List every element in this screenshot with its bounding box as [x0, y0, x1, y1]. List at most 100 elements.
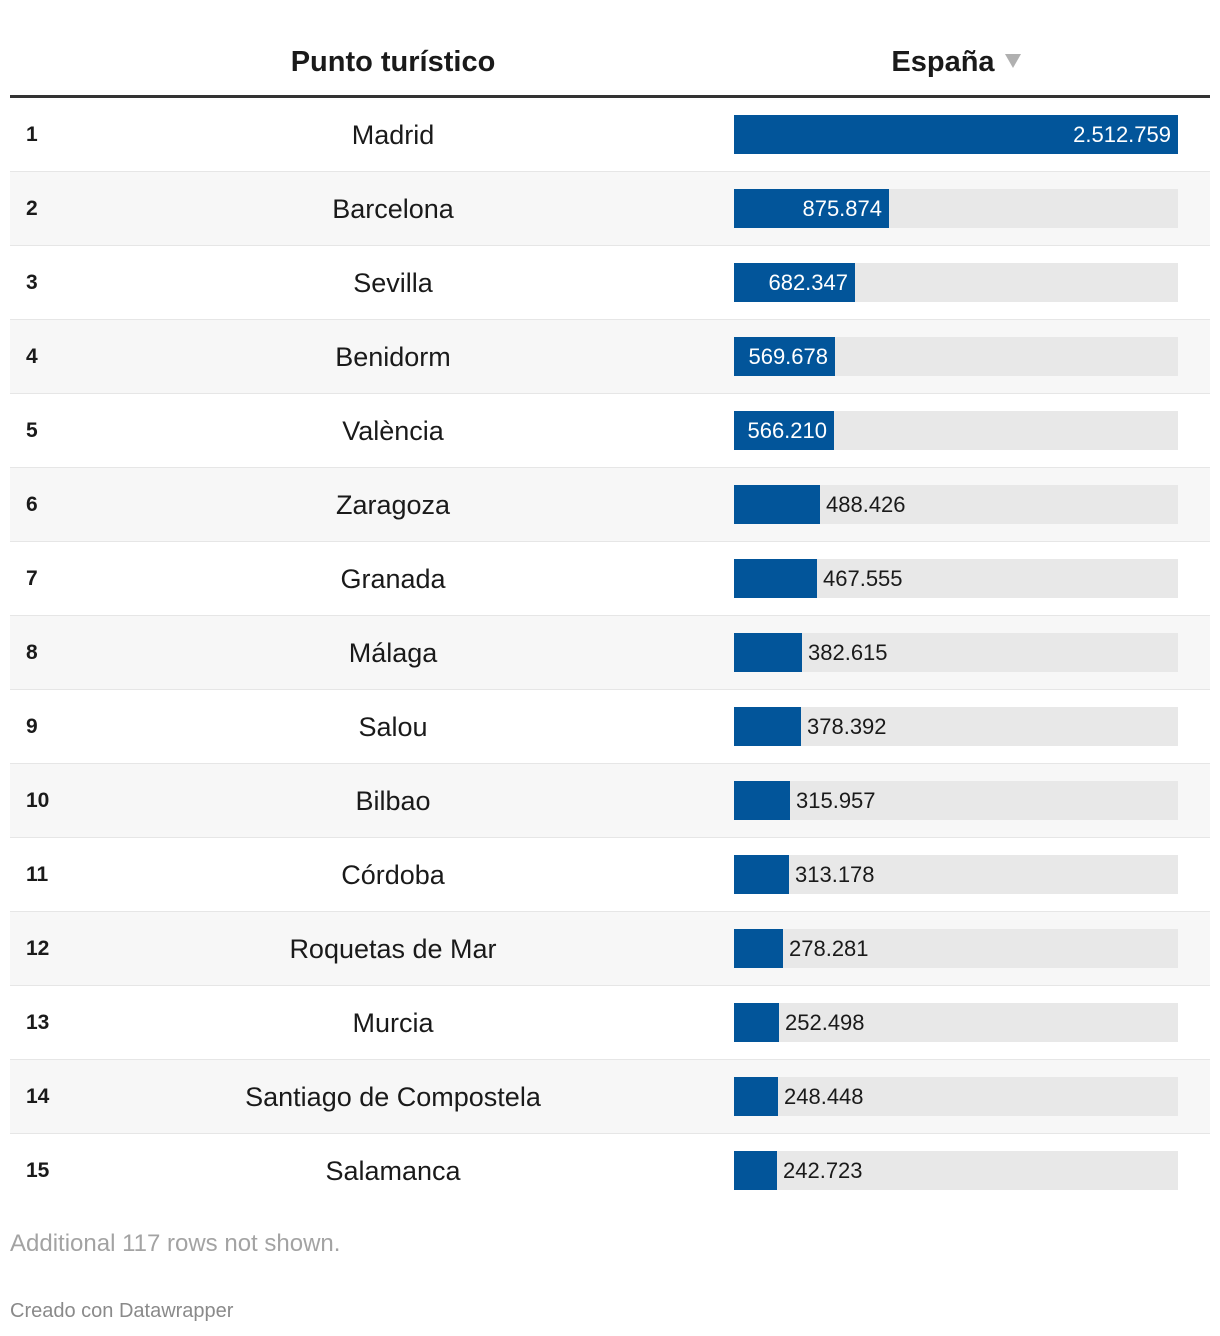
column-header-city[interactable]: Punto turístico	[10, 46, 776, 79]
bar-value-label: 467.555	[823, 566, 903, 591]
bar-track: 252.498	[734, 1003, 1178, 1042]
rank-cell: 1	[26, 123, 38, 146]
rank-cell: 15	[26, 1159, 50, 1182]
bar-track: 378.392	[734, 707, 1178, 746]
bar-fill	[734, 189, 889, 228]
data-table: Punto turístico España 1 Madrid 2.512.759 2…	[10, 28, 1210, 1208]
bar-track: 682.347	[734, 263, 1178, 302]
rows-not-shown-note: Additional 117 rows not shown.	[10, 1230, 341, 1257]
rank-cell: 5	[26, 419, 38, 442]
bar-track: 566.210	[734, 411, 1178, 450]
city-cell: Granada	[340, 564, 446, 594]
bar-fill	[734, 411, 834, 450]
bar-fill	[734, 633, 802, 672]
bar-track: 875.874	[734, 189, 1178, 228]
bar-fill	[734, 559, 817, 598]
column-header-value[interactable]: España	[734, 46, 1178, 79]
table-row: 8 Málaga 382.615	[10, 616, 1210, 690]
city-cell: Bilbao	[355, 786, 431, 816]
sort-descending-icon[interactable]	[1004, 54, 1021, 69]
city-cell: Córdoba	[341, 860, 445, 890]
bar-value-label: 278.281	[789, 936, 869, 961]
bar-value-label: 566.210	[747, 418, 827, 443]
city-cell: Málaga	[348, 638, 438, 668]
bar-fill	[734, 781, 790, 820]
column-header-city-label: Punto turístico	[290, 46, 496, 78]
rank-cell: 4	[26, 345, 38, 368]
bar-track: 278.281	[734, 929, 1178, 968]
bar-fill	[734, 1077, 778, 1116]
bar-fill	[734, 1151, 777, 1190]
bar-track: 569.678	[734, 337, 1178, 376]
city-cell: Murcia	[352, 1008, 434, 1038]
rank-cell: 3	[26, 271, 38, 294]
table-header: Punto turístico España	[10, 28, 1210, 98]
bar-value-label: 488.426	[826, 492, 906, 517]
bar-track: 2.512.759	[734, 115, 1178, 154]
table-row: 2 Barcelona 875.874	[10, 172, 1210, 246]
bar-value-label: 315.957	[796, 788, 876, 813]
bar-fill	[734, 707, 801, 746]
table-row: 1 Madrid 2.512.759	[10, 98, 1210, 172]
rank-cell: 9	[26, 715, 38, 738]
bar-track: 382.615	[734, 633, 1178, 672]
city-cell: Benidorm	[335, 342, 451, 372]
city-cell: Madrid	[351, 120, 435, 150]
bar-fill	[734, 1003, 779, 1042]
city-cell: Salou	[358, 712, 428, 742]
bar-value-label: 569.678	[748, 344, 828, 369]
bar-track: 488.426	[734, 485, 1178, 524]
bar-fill	[734, 115, 1178, 154]
city-cell: Salamanca	[325, 1156, 461, 1186]
rank-cell: 7	[26, 567, 38, 590]
table-row: 9 Salou 378.392	[10, 690, 1210, 764]
table-row: 12 Roquetas de Mar 278.281	[10, 912, 1210, 986]
rank-cell: 6	[26, 493, 38, 516]
table-row: 3 Sevilla 682.347	[10, 246, 1210, 320]
table-row: 11 Córdoba 313.178	[10, 838, 1210, 912]
column-header-value-label: España	[891, 46, 995, 78]
bar-track: 248.448	[734, 1077, 1178, 1116]
bar-value-label: 313.178	[795, 862, 875, 887]
city-cell: Zaragoza	[335, 490, 451, 520]
bar-track: 315.957	[734, 781, 1178, 820]
rank-cell: 8	[26, 641, 38, 664]
bar-fill	[734, 485, 820, 524]
rank-cell: 10	[26, 789, 50, 812]
bar-value-label: 382.615	[808, 640, 888, 665]
city-cell: València	[342, 416, 444, 446]
bar-value-label: 875.874	[802, 196, 882, 221]
bar-value-label: 682.347	[768, 270, 848, 295]
rank-cell: 2	[26, 197, 38, 220]
bar-value-label: 2.512.759	[1073, 122, 1171, 147]
bar-track: 313.178	[734, 855, 1178, 894]
bar-fill	[734, 337, 835, 376]
bar-value-label: 242.723	[783, 1158, 863, 1183]
table-row: 10 Bilbao 315.957	[10, 764, 1210, 838]
bar-fill	[734, 263, 855, 302]
rank-cell: 13	[26, 1011, 50, 1034]
city-cell: Sevilla	[353, 268, 433, 298]
credit-link[interactable]: Creado con Datawrapper	[10, 1300, 234, 1322]
table-row: 7 Granada 467.555	[10, 542, 1210, 616]
table-row: 13 Murcia 252.498	[10, 986, 1210, 1060]
bar-value-label: 248.448	[784, 1084, 864, 1109]
city-cell: Roquetas de Mar	[289, 934, 497, 964]
bar-track: 242.723	[734, 1151, 1178, 1190]
rank-cell: 12	[26, 937, 50, 960]
bar-track: 467.555	[734, 559, 1178, 598]
table-row: 4 Benidorm 569.678	[10, 320, 1210, 394]
rank-cell: 11	[26, 863, 49, 886]
table-row: 5 València 566.210	[10, 394, 1210, 468]
city-cell: Santiago de Compostela	[245, 1082, 541, 1112]
bar-value-label: 378.392	[807, 714, 887, 739]
table-body: 1 Madrid 2.512.759 2 Barcelona 875.874 3 Sevill…	[10, 98, 1210, 1208]
city-cell: Barcelona	[332, 194, 454, 224]
rank-cell: 14	[26, 1085, 50, 1108]
bar-fill	[734, 929, 783, 968]
bar-value-label: 252.498	[785, 1010, 865, 1035]
table-row: 15 Salamanca 242.723	[10, 1134, 1210, 1208]
table-row: 6 Zaragoza 488.426	[10, 468, 1210, 542]
bar-fill	[734, 855, 789, 894]
table-row: 14 Santiago de Compostela 248.448	[10, 1060, 1210, 1134]
